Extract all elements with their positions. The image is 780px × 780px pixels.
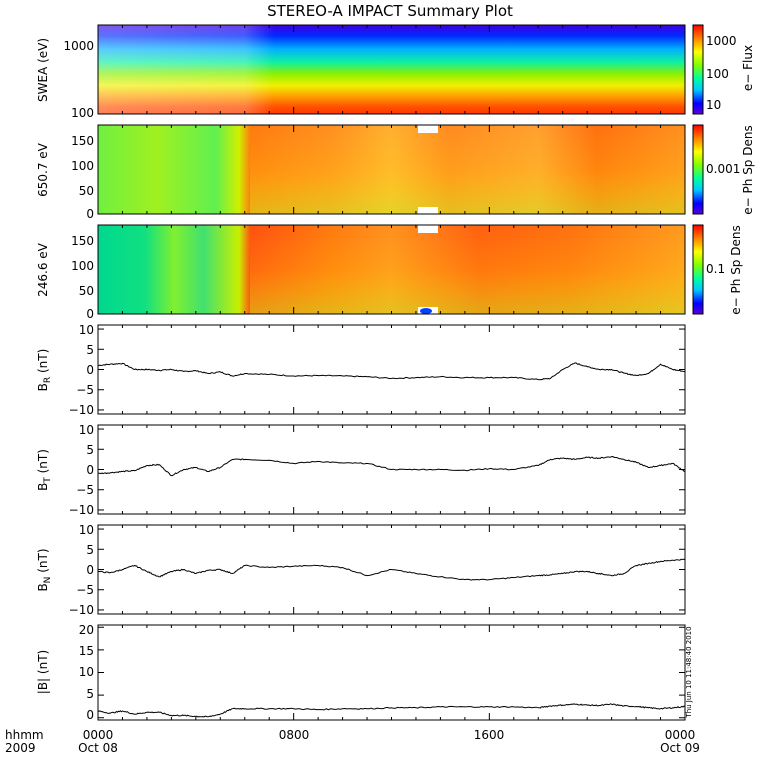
pad246-blue-spot [420,308,432,314]
br-ytick-10: 10 [79,323,94,337]
br-ytick-m10: −10 [69,403,94,417]
pad246-panel: 246.6 eV 150 100 50 0 0.1 e− Ph Sp Dens [36,224,743,321]
bt-line [97,455,686,477]
pad650-colorbar [692,124,704,215]
pad650-ytick-0: 0 [86,207,94,221]
chart-title: STEREO-A IMPACT Summary Plot [267,2,513,20]
pad650-panel: 650.7 eV 150 100 50 0 0.001 e− Ph Sp Den… [36,124,755,221]
pad650-gap-top [418,125,438,133]
time-tick-3-top: 0000 [665,728,696,742]
br-panel: BR (nT) 10 5 0 −5 −10 [36,323,686,417]
pad246-ytick-0: 0 [86,307,94,321]
pad246-cb-tick: 0.1 [706,262,725,276]
pad246-ylabel: 246.6 eV [36,242,50,297]
bn-panel: BN (nT) 10 5 0 −5 −10 [36,523,686,617]
swea-ylabel: SWEA (eV) [36,38,50,102]
time-tick-2-top: 1600 [474,728,505,742]
timestamp: Thu Jun 10 11:48:40 2010 [685,626,693,718]
bmag-ytick-10: 10 [79,665,94,679]
bt-panel: BT (nT) 10 5 0 −5 −10 [36,423,686,517]
pad650-ytick-100: 100 [71,159,94,173]
bmag-ytick-5: 5 [86,687,94,701]
swea-cb-tick-10: 10 [706,98,721,112]
pad246-colorbar [692,224,704,315]
time-tick-0-bottom: Oct 08 [78,741,118,755]
pad650-ylabel: 650.7 eV [36,142,50,197]
bt-ylabel: BT (nT) [36,449,53,491]
time-tick-1-top: 0800 [279,728,310,742]
bmag-frame [97,624,686,721]
bn-ytick-m10: −10 [69,603,94,617]
bn-ytick-m5: −5 [76,583,94,597]
bn-line [97,558,686,581]
br-ylabel: BR (nT) [36,349,53,392]
pad246-fade [250,225,685,314]
swea-ytick-100: 100 [71,106,94,120]
br-line [97,362,686,381]
bmag-ytick-15: 15 [79,644,94,658]
bmag-ytick-0: 0 [86,708,94,722]
bt-ytick-m10: −10 [69,503,94,517]
bmag-line [97,703,686,718]
swea-ytick-1000: 1000 [63,39,94,53]
time-axis-row1-label: hhmm [5,728,44,742]
br-ytick-5: 5 [86,343,94,357]
pad650-cb-tick: 0.001 [706,162,740,176]
pad650-gap-bottom [418,207,438,214]
swea-cb-tick-100: 100 [706,67,729,81]
bn-ylabel: BN (nT) [36,548,53,591]
swea-early-shading [98,25,685,114]
bmag-ylabel: |B| (nT) [36,650,50,694]
time-tick-0-top: 0000 [83,728,114,742]
pad650-ytick-50: 50 [79,184,94,198]
pad246-ytick-100: 100 [71,259,94,273]
pad650-fade [250,125,685,214]
swea-colorbar [692,24,704,115]
bt-ytick-m5: −5 [76,483,94,497]
bn-ytick-10: 10 [79,523,94,537]
bmag-panel: |B| (nT) 20 15 10 5 0 Thu Jun 10 11:48:4… [36,623,693,722]
swea-cb-label: e− Flux [741,45,755,91]
pad650-ytick-150: 150 [71,134,94,148]
bt-ytick-0: 0 [86,463,94,477]
pad246-cb-label: e− Ph Sp Dens [729,225,743,314]
br-ytick-0: 0 [86,363,94,377]
pad246-ytick-50: 50 [79,284,94,298]
pad650-cb-label: e− Ph Sp Dens [741,125,755,214]
bt-ytick-10: 10 [79,423,94,437]
time-axis: hhmm 2009 0000 Oct 08 0800 1600 0000 Oct… [5,728,700,755]
bn-ytick-0: 0 [86,563,94,577]
swea-cb-tick-1000: 1000 [706,34,737,48]
pad246-ytick-150: 150 [71,234,94,248]
pad246-gap-top [418,225,438,233]
time-axis-row2-label: 2009 [5,741,36,755]
bmag-ytick-20: 20 [79,623,94,637]
bn-ytick-5: 5 [86,543,94,557]
time-tick-3-bottom: Oct 09 [660,741,700,755]
br-ytick-m5: −5 [76,383,94,397]
swea-panel: SWEA (eV) 1000 100 1000 100 10 e− Flux [36,24,755,120]
bt-ytick-5: 5 [86,443,94,457]
